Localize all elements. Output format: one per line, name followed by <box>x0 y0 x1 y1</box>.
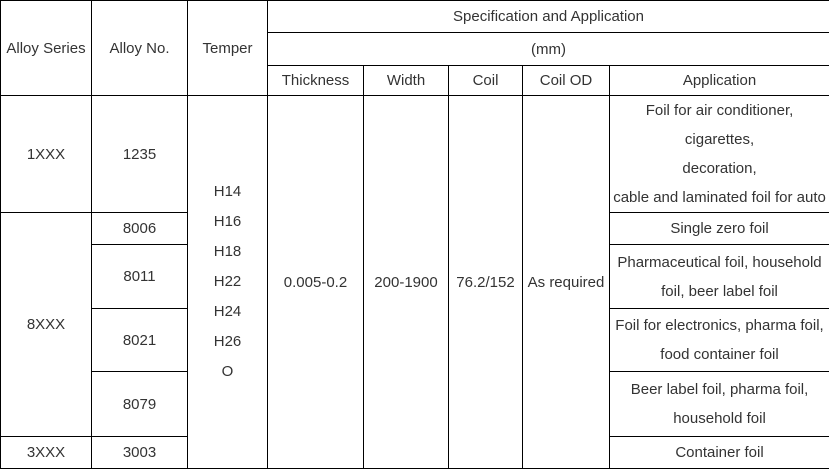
cell-width-value: 200-1900 <box>364 96 449 469</box>
cell-application-8079: Beer label foil, pharma foil, household … <box>610 372 829 437</box>
cell-alloy-no-3003: 3003 <box>92 437 188 469</box>
cell-alloy-no-8011: 8011 <box>92 245 188 309</box>
cell-application-8021: Foil for electronics, pharma foil, food … <box>610 309 829 372</box>
alloy-spec-page: Alloy Series Alloy No. Temper Specificat… <box>0 0 829 447</box>
cell-alloy-no-8079: 8079 <box>92 372 188 437</box>
cell-coil-value: 76.2/152 <box>449 96 523 469</box>
cell-series-3xxx: 3XXX <box>1 437 92 469</box>
cell-alloy-no-1235: 1235 <box>92 96 188 213</box>
col-header-temper: Temper <box>188 1 268 96</box>
header-spec-and-application: Specification and Application <box>268 1 829 33</box>
cell-application-8006: Single zero foil <box>610 213 829 245</box>
cell-alloy-no-8021: 8021 <box>92 309 188 372</box>
col-header-width: Width <box>364 66 449 96</box>
cell-series-1xxx: 1XXX <box>1 96 92 213</box>
col-header-thickness: Thickness <box>268 66 364 96</box>
cell-application-3003: Container foil <box>610 437 829 469</box>
cell-application-1235: Foil for air conditioner, cigarettes, de… <box>610 96 829 213</box>
col-header-application: Application <box>610 66 829 96</box>
cell-alloy-no-8006: 8006 <box>92 213 188 245</box>
col-header-alloy-no: Alloy No. <box>92 1 188 96</box>
cell-application-8011: Pharmaceutical foil, household foil, bee… <box>610 245 829 309</box>
cell-coil-od-value: As required <box>523 96 610 469</box>
col-header-alloy-series: Alloy Series <box>1 1 92 96</box>
cell-thickness-value: 0.005-0.2 <box>268 96 364 469</box>
cell-series-8xxx: 8XXX <box>1 213 92 437</box>
table-row: 1XXX 1235 H14 H16 H18 H22 H24 H26 O 0.00… <box>1 96 829 213</box>
col-header-coil-od: Coil OD <box>523 66 610 96</box>
header-unit-mm: (mm) <box>268 33 829 66</box>
col-header-coil: Coil <box>449 66 523 96</box>
cell-temper-values: H14 H16 H18 H22 H24 H26 O <box>188 96 268 469</box>
